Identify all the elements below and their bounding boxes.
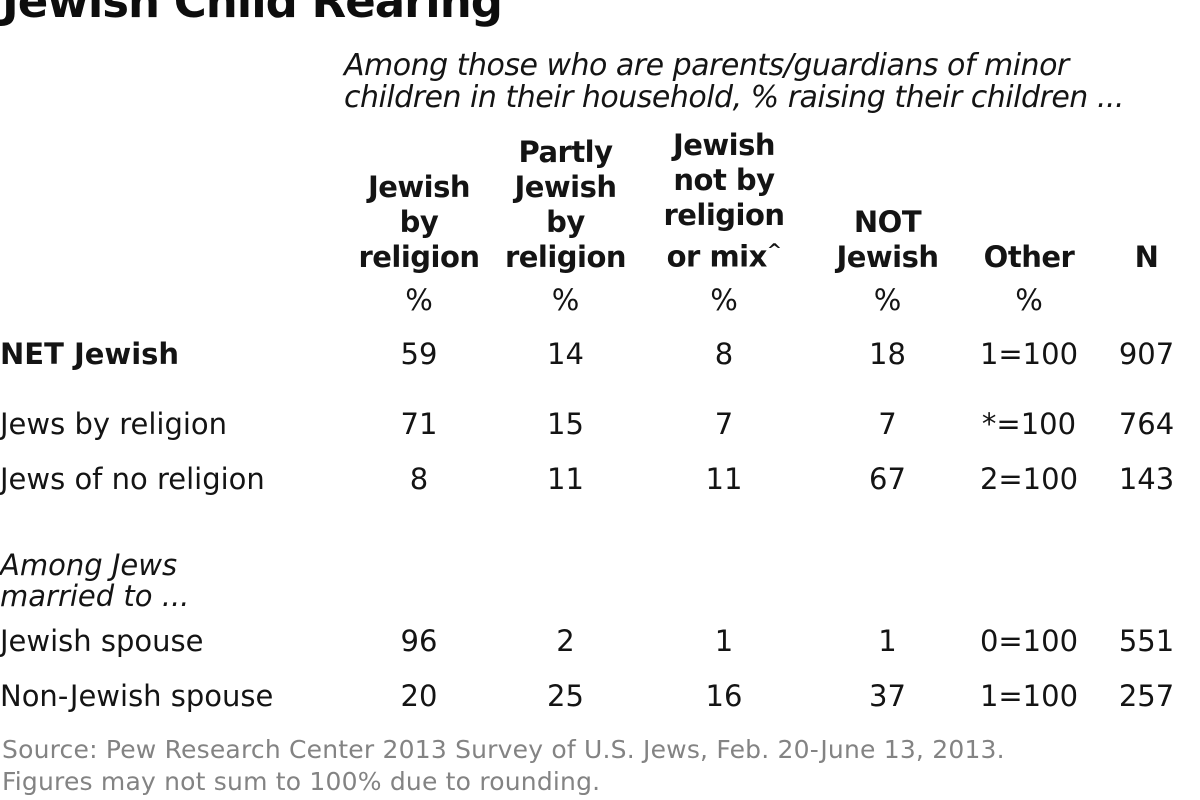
cell-value: 7 xyxy=(878,406,897,441)
col-header-not-jewish: NOT Jewish xyxy=(836,204,939,274)
cell-value: 18 xyxy=(869,336,906,371)
col-header-jewish-not-by-religion-or-mix: Jewish not by religion or mix^ xyxy=(638,128,810,275)
percent-sign: % xyxy=(873,282,902,317)
cell-value: 8 xyxy=(714,336,734,371)
cell-value: 11 xyxy=(705,461,743,496)
cell-value: 96 xyxy=(400,623,438,658)
cell-value: 1 xyxy=(878,623,897,658)
percent-sign: % xyxy=(551,282,580,317)
empty-cell xyxy=(810,496,965,612)
cell-value: 71 xyxy=(400,406,438,441)
cell-value: 551 xyxy=(1118,623,1175,658)
cell-value: 2 xyxy=(556,623,575,658)
table-row-jews-of-no-religion: Jews of no religion 8 11 11 67 2=100 143 xyxy=(0,441,1200,496)
cell-value: 14 xyxy=(547,336,584,371)
header-row: Jewish by religion Partly Jewish by reli… xyxy=(0,128,1200,275)
cell-value: 25 xyxy=(547,678,584,713)
table-row-non-jewish-spouse: Non-Jewish spouse 20 25 16 37 1=100 257 xyxy=(0,658,1200,713)
cell-value: 764 xyxy=(1118,406,1175,441)
table-row-net-jewish: NET Jewish 59 14 8 18 1=100 907 xyxy=(0,319,1200,371)
empty-cell xyxy=(493,496,638,612)
col-header-partly-jewish-by-religion: Partly Jewish by religion xyxy=(504,134,627,274)
percent-sign: % xyxy=(405,282,433,317)
percent-row: % % % % % xyxy=(0,275,1200,319)
row-label: NET Jewish xyxy=(0,336,180,371)
col-header-other: Other xyxy=(983,239,1075,274)
col-header-jewish-by-religion: Jewish by religion xyxy=(358,169,480,274)
cell-value: 20 xyxy=(400,678,438,713)
section-label: Among Jews married to ... xyxy=(0,547,190,613)
cell-value: 0=100 xyxy=(979,623,1079,658)
table-row-jews-by-religion: Jews by religion 71 15 7 7 *=100 764 xyxy=(0,371,1200,441)
col-header-text: Jewish not by religion or mix xyxy=(663,128,785,274)
row-label: Jewish spouse xyxy=(0,623,204,658)
row-label: Non-Jewish spouse xyxy=(0,678,274,713)
cell-value: 7 xyxy=(714,406,734,441)
cell-value: 907 xyxy=(1118,336,1175,371)
data-table: Jewish by religion Partly Jewish by reli… xyxy=(0,128,1200,713)
col-header-n: N xyxy=(1134,239,1159,274)
cell-value: 59 xyxy=(400,336,438,371)
cell-value: 257 xyxy=(1118,678,1175,713)
row-label: Jews by religion xyxy=(0,406,228,441)
cell-value: 16 xyxy=(705,678,743,713)
chart-subtitle: Among those who are parents/guardians of… xyxy=(344,48,1124,115)
cell-value: 143 xyxy=(1118,461,1175,496)
cell-value: 15 xyxy=(547,406,584,441)
cell-value: 11 xyxy=(547,461,584,496)
empty-cell xyxy=(965,496,1093,612)
table-row-jewish-spouse: Jewish spouse 96 2 1 1 0=100 551 xyxy=(0,612,1200,658)
empty-cell xyxy=(345,496,493,612)
cell-value: 2=100 xyxy=(979,461,1079,496)
cell-value: 1=100 xyxy=(979,678,1079,713)
cell-value: *=100 xyxy=(981,406,1077,441)
footnote-caret: ^ xyxy=(766,240,782,261)
row-label: Jews of no religion xyxy=(0,461,265,496)
empty-cell xyxy=(638,496,810,612)
cell-value: 1=100 xyxy=(979,336,1079,371)
header-spacer xyxy=(0,128,345,275)
cell-value: 1 xyxy=(714,623,734,658)
cell-value: 67 xyxy=(869,461,906,496)
empty-cell xyxy=(1093,496,1200,612)
percent-row-empty-cell xyxy=(1093,275,1200,319)
table-section-row-among-jews-married-to: Among Jews married to ... xyxy=(0,496,1200,612)
percent-sign: % xyxy=(1015,282,1043,317)
cell-value: 37 xyxy=(869,678,906,713)
chart-title: Jewish Child Rearing xyxy=(2,0,503,28)
source-note: Source: Pew Research Center 2013 Survey … xyxy=(2,735,1005,796)
percent-row-spacer xyxy=(0,275,345,319)
cell-value: 8 xyxy=(409,461,429,496)
percent-sign: % xyxy=(710,282,738,317)
